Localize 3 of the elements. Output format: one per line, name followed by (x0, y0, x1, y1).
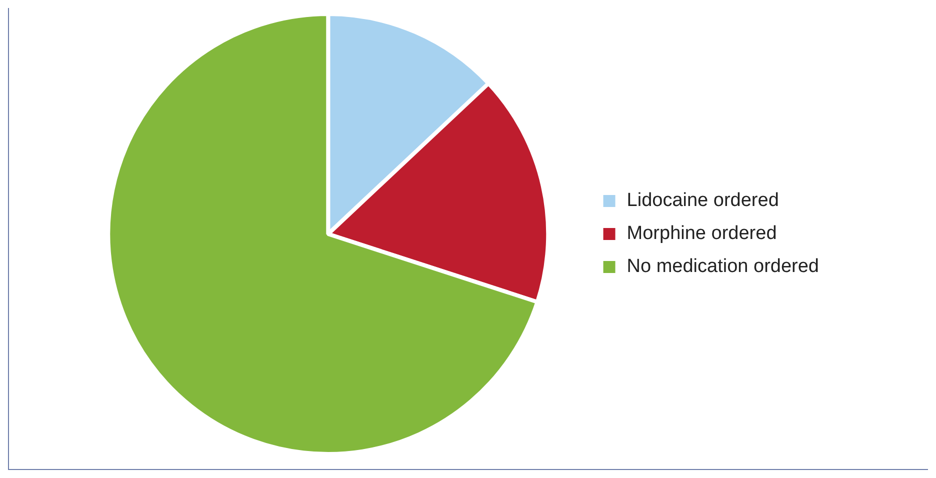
legend-label: No medication ordered (626, 256, 819, 278)
legend-label: Lidocaine ordered (626, 190, 779, 212)
legend-label: Morphine ordered (626, 223, 777, 244)
